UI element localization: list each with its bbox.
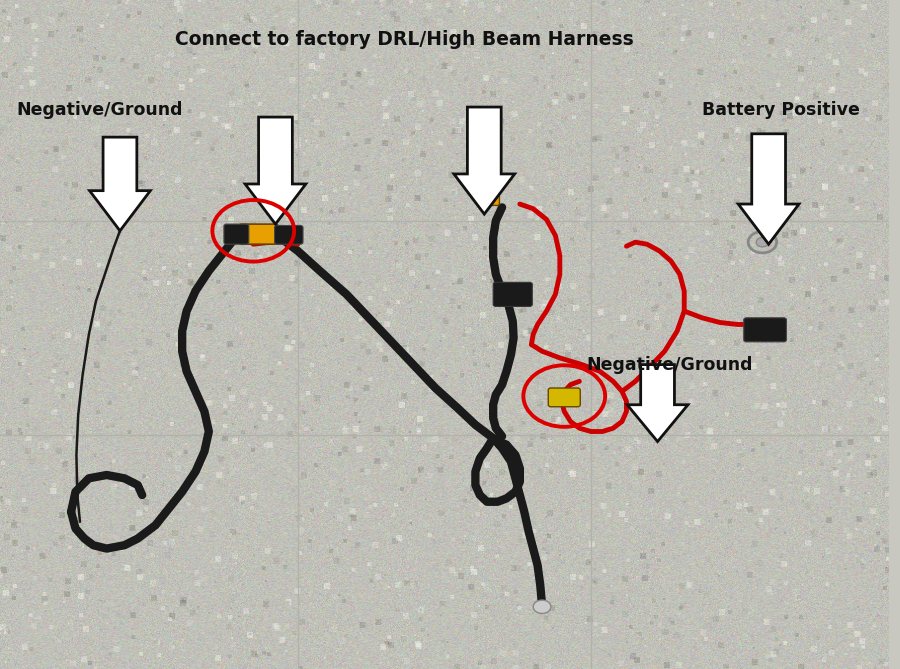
Text: Negative/Ground: Negative/Ground	[587, 356, 753, 373]
FancyBboxPatch shape	[493, 282, 532, 306]
Text: Battery Positive: Battery Positive	[702, 102, 860, 119]
FancyBboxPatch shape	[480, 173, 500, 205]
Text: Connect to factory DRL/High Beam Harness: Connect to factory DRL/High Beam Harness	[175, 30, 634, 49]
Polygon shape	[90, 137, 150, 231]
Polygon shape	[738, 134, 799, 244]
Polygon shape	[627, 365, 688, 442]
FancyBboxPatch shape	[743, 318, 787, 342]
FancyBboxPatch shape	[478, 165, 501, 178]
Text: Negative/Ground: Negative/Ground	[16, 102, 183, 119]
Circle shape	[533, 600, 551, 613]
Polygon shape	[245, 117, 306, 224]
FancyBboxPatch shape	[548, 388, 580, 407]
FancyBboxPatch shape	[274, 225, 303, 244]
Polygon shape	[454, 107, 515, 214]
FancyBboxPatch shape	[239, 224, 278, 244]
Circle shape	[756, 237, 769, 247]
FancyBboxPatch shape	[224, 224, 248, 244]
